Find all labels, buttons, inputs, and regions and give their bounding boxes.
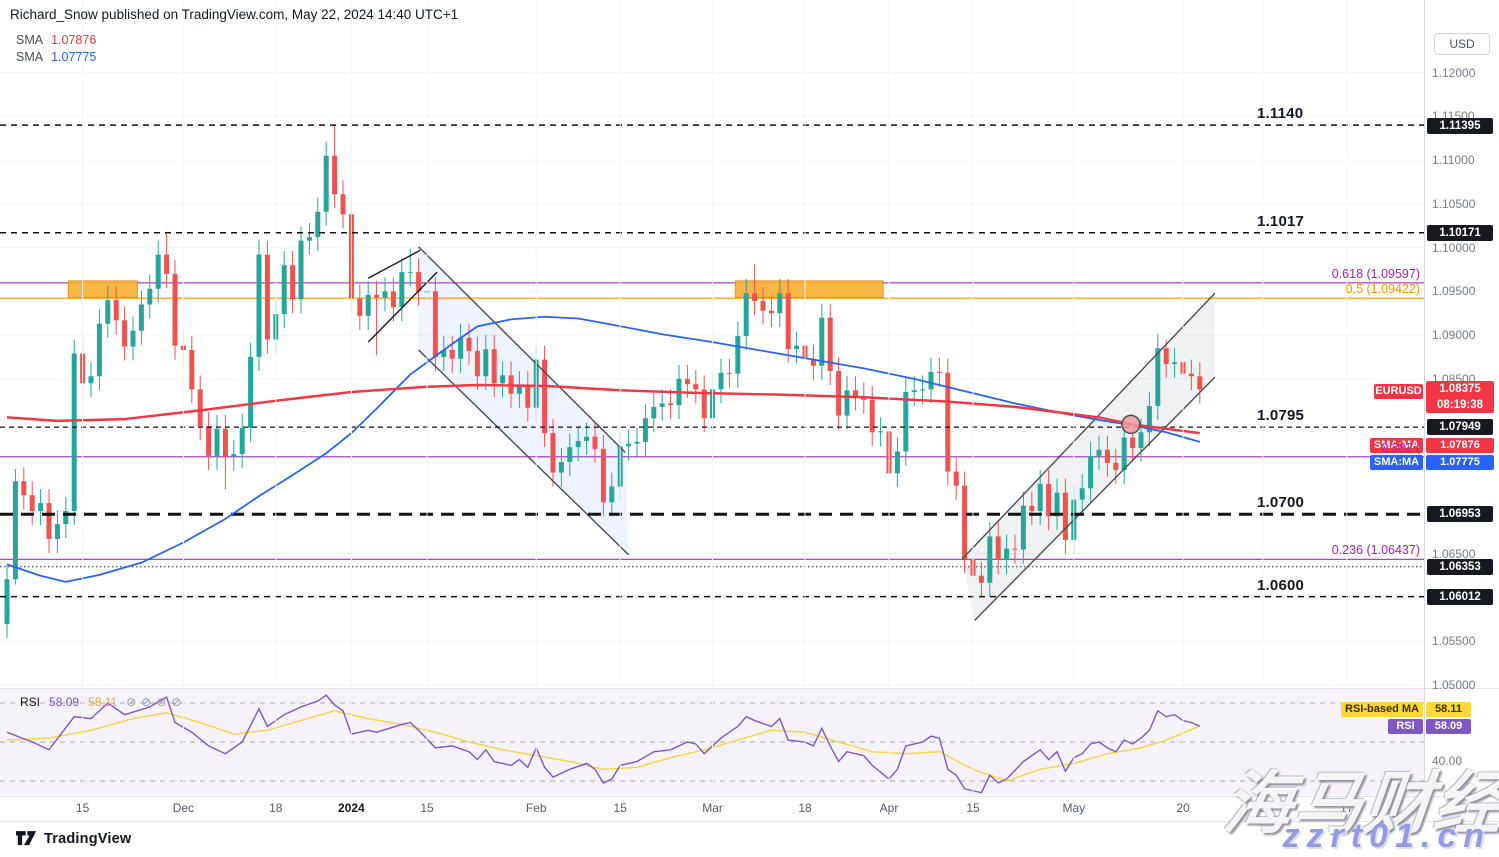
price-axis-label: 1.09000 (1432, 328, 1476, 343)
indicator-toolbar: ⊘ ⊘ ⊘ ⊘ (126, 695, 186, 709)
time-axis-label: Mar (702, 801, 723, 815)
price-axis-label: 1.10000 (1432, 240, 1476, 255)
marked-price-label: 1.06953 (1427, 506, 1493, 523)
publish-title: Richard_Snow published on TradingView.co… (10, 7, 459, 22)
time-axis-label: Dec (172, 801, 195, 815)
rsi-ma-axis-value: 58.11 (1426, 702, 1471, 717)
tradingview-logo-text: TradingView (44, 831, 132, 847)
symbol-chip[interactable]: EURUSD (1374, 384, 1423, 399)
last-price-value: 1.08375 (1439, 383, 1481, 395)
hide-icon[interactable]: ⊘ (126, 695, 137, 709)
fib-level-label: 0.382 ( (1381, 440, 1420, 455)
price-axis-label: 1.05500 (1432, 634, 1476, 649)
rsi-label: RSI (20, 695, 41, 709)
time-axis-label: 17 (1340, 801, 1354, 815)
price-axis-label: 1.06500 (1432, 546, 1476, 561)
time-axis-top-border (0, 796, 1499, 797)
sma-fast-value: 1.07876 (51, 32, 97, 47)
tradingview-logo-icon (16, 831, 37, 846)
time-axis-label: Jun (1253, 801, 1273, 815)
price-axis-label: 1.05000 (1432, 678, 1476, 693)
marked-price-label: 1.10171 (1427, 224, 1493, 241)
time-axis-label: 15 (420, 801, 434, 815)
rsi-ma-chip[interactable]: RSI-based MA (1341, 702, 1423, 717)
price-level-label: 1.1140 (1257, 105, 1304, 123)
time-axis-bottom-border (0, 821, 1499, 822)
time-axis-label: 15 (75, 801, 90, 815)
marked-price-label: 1.06353 (1427, 558, 1493, 575)
price-axis-label: 1.12000 (1432, 65, 1476, 80)
rsi-ma-value: 58.11 (88, 695, 118, 709)
sma-fast-label: SMA (16, 32, 44, 47)
delete-icon[interactable]: ⊘ (156, 695, 167, 709)
marked-price-label: 1.11395 (1427, 117, 1493, 134)
time-axis-label: 18 (269, 801, 283, 815)
sma-slow-value: 1.07775 (51, 49, 97, 64)
rsi-legend[interactable]: RSI 58.09 58.11 ⊘ ⊘ ⊘ ⊘ (20, 695, 186, 709)
pane-separator[interactable] (0, 688, 1499, 689)
rsi-grid-label: 40.00 (1432, 754, 1463, 768)
price-axis-label: 1.10500 (1432, 196, 1476, 211)
marked-price-label: 1.07949 (1427, 419, 1493, 436)
sma-fast-legend[interactable]: SMA 1.07876 (16, 31, 96, 48)
time-axis-label: Apr (879, 801, 899, 815)
price-axis-label: 1.11000 (1432, 153, 1475, 168)
time-axis-label: 15 (966, 801, 980, 815)
price-axis-label: 1.09500 (1432, 284, 1476, 299)
fib-level-label: 0.618 (1.09597) (1331, 266, 1420, 281)
price-level-label: 1.1017 (1257, 212, 1305, 230)
tradingview-logo[interactable]: TradingView (16, 830, 131, 848)
fib-level-label: 0.236 (1.06437) (1331, 543, 1420, 558)
price-level-label: 1.0700 (1257, 494, 1305, 512)
rsi-axis-value: 58.09 (1426, 719, 1471, 734)
time-axis-label: 2024 (338, 801, 365, 815)
time-axis-label: 18 (798, 801, 812, 815)
more-icon[interactable]: ⊘ (171, 695, 182, 709)
fib-level-label: 0.5 (1.09422) (1345, 282, 1420, 297)
last-price-axis-label: 1.08375 08:19:38 (1426, 381, 1494, 413)
sma-slow-label: SMA (16, 49, 44, 64)
sma-slow-axis-value: 1.07775 (1426, 455, 1494, 470)
rsi-value: 58.09 (49, 695, 80, 709)
rsi-chip[interactable]: RSI (1388, 719, 1423, 734)
settings-icon[interactable]: ⊘ (141, 695, 152, 709)
sma-fast-axis-value: 1.07876 (1426, 438, 1494, 453)
price-axis-border (1424, 0, 1425, 821)
currency-toggle-button[interactable]: USD (1434, 33, 1490, 55)
time-axis-label: 20 (1176, 801, 1190, 815)
time-axis-label: 15 (613, 801, 627, 815)
marked-price-label: 1.06012 (1427, 588, 1493, 605)
sma-slow-chip[interactable]: SMA:MA (1370, 455, 1423, 470)
bar-countdown: 08:19:38 (1436, 399, 1484, 411)
price-level-label: 1.0600 (1257, 576, 1305, 594)
sma-slow-legend[interactable]: SMA 1.07775 (16, 48, 96, 65)
time-axis-label: May (1062, 801, 1086, 815)
indicator-legend: SMA 1.07876 SMA 1.07775 (16, 31, 96, 65)
time-axis-label: Feb (525, 801, 547, 815)
sma-fast-chip[interactable]: SMA:MA (1370, 438, 1423, 453)
price-level-label: 1.0795 (1257, 407, 1305, 425)
